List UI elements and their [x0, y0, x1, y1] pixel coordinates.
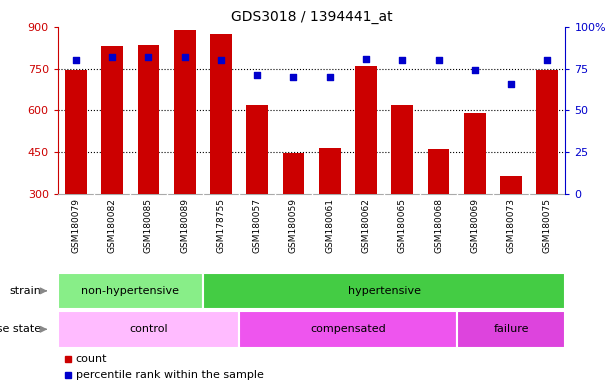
- Bar: [355, 66, 377, 194]
- Text: control: control: [129, 324, 168, 334]
- Bar: [427, 149, 449, 194]
- Bar: [58, 311, 239, 348]
- Point: [434, 57, 443, 63]
- Bar: [210, 34, 232, 194]
- Text: GSM180059: GSM180059: [289, 198, 298, 253]
- Point: [506, 81, 516, 87]
- Text: failure: failure: [493, 324, 529, 334]
- Point: [361, 56, 371, 62]
- Text: count: count: [75, 354, 107, 364]
- Point: [252, 72, 262, 78]
- Bar: [464, 113, 486, 194]
- Bar: [246, 105, 268, 194]
- Text: compensated: compensated: [310, 324, 385, 334]
- Point: [71, 57, 81, 63]
- Point: [542, 57, 552, 63]
- Text: GSM178755: GSM178755: [216, 198, 226, 253]
- Bar: [536, 70, 558, 194]
- Point: [180, 54, 190, 60]
- Text: GSM180057: GSM180057: [253, 198, 261, 253]
- Point: [143, 54, 153, 60]
- Text: GSM180085: GSM180085: [144, 198, 153, 253]
- Text: GSM180068: GSM180068: [434, 198, 443, 253]
- Bar: [239, 311, 457, 348]
- Point: [289, 74, 299, 80]
- Text: GSM180073: GSM180073: [506, 198, 516, 253]
- Text: GSM180065: GSM180065: [398, 198, 407, 253]
- Text: hypertensive: hypertensive: [348, 286, 421, 296]
- Title: GDS3018 / 1394441_at: GDS3018 / 1394441_at: [231, 10, 392, 25]
- Bar: [65, 70, 87, 194]
- Bar: [283, 153, 305, 194]
- Text: GSM180079: GSM180079: [71, 198, 80, 253]
- Text: percentile rank within the sample: percentile rank within the sample: [75, 370, 263, 381]
- Text: GSM180062: GSM180062: [362, 198, 370, 253]
- Bar: [203, 273, 565, 309]
- Text: GSM180075: GSM180075: [543, 198, 552, 253]
- Text: GSM180082: GSM180082: [108, 198, 117, 253]
- Bar: [58, 273, 203, 309]
- Point: [107, 54, 117, 60]
- Bar: [392, 105, 413, 194]
- Bar: [174, 30, 196, 194]
- Point: [470, 67, 480, 73]
- Text: GSM180089: GSM180089: [180, 198, 189, 253]
- Text: disease state: disease state: [0, 324, 41, 334]
- Point: [325, 74, 334, 80]
- Text: GSM180061: GSM180061: [325, 198, 334, 253]
- Bar: [137, 45, 159, 194]
- Point: [398, 57, 407, 63]
- Bar: [457, 311, 565, 348]
- Bar: [500, 176, 522, 194]
- Text: strain: strain: [10, 286, 41, 296]
- Text: non-hypertensive: non-hypertensive: [81, 286, 179, 296]
- Bar: [102, 46, 123, 194]
- Point: [216, 57, 226, 63]
- Bar: [319, 148, 340, 194]
- Text: GSM180069: GSM180069: [470, 198, 479, 253]
